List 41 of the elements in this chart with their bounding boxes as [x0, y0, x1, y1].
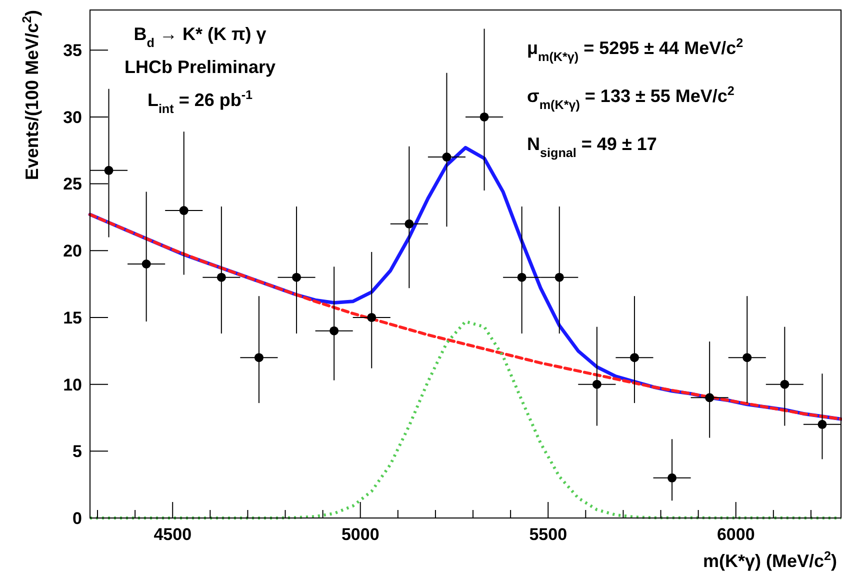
point [668, 473, 677, 482]
y-tick-label: 35 [63, 41, 82, 60]
point [179, 206, 188, 216]
line-series [88, 213, 842, 421]
annotation: σ$_{m(K*γ)}$ = 133 ± 55 MeV/c$^{2}$ [527, 84, 734, 112]
point [630, 353, 639, 362]
y-tick-label: 25 [63, 174, 82, 194]
point [330, 326, 339, 336]
point [442, 152, 452, 162]
y-tick-label: 30 [63, 108, 82, 127]
point [216, 272, 226, 282]
point [705, 393, 714, 402]
point [780, 380, 790, 389]
annotation: μ$_{m(K*γ)}$ = 5295 ± 44 MeV/c$^{2}$ [527, 36, 744, 64]
point [254, 353, 264, 362]
point [480, 112, 489, 122]
y-tick-label: 0 [72, 508, 82, 528]
point [818, 420, 827, 429]
point [292, 272, 302, 282]
x-tick-label: 5500 [529, 525, 568, 544]
line-series [88, 320, 842, 520]
point [142, 260, 151, 268]
point [554, 272, 564, 282]
x-tick-label: 5000 [341, 525, 380, 544]
point [517, 272, 526, 282]
x-tick-label: 4500 [154, 525, 192, 544]
point [742, 353, 752, 362]
point [104, 166, 114, 175]
y-tick-label: 10 [63, 375, 82, 394]
annotation: B$_{d}$ → K* (K π) γ [134, 24, 266, 50]
x-tick-label: 6000 [716, 525, 755, 544]
point [367, 312, 376, 322]
y-tick-label: 20 [63, 242, 82, 261]
point [404, 219, 414, 228]
y-tick-label: 5 [72, 442, 82, 462]
x-axis-title: m(K*γ) (MeV/c$^{2}$) [702, 549, 837, 571]
point [592, 380, 602, 389]
y-tick-label: 15 [63, 308, 82, 328]
annotation: L$_{int}$ = 26 pb$^{-1}$ [147, 88, 253, 116]
annotation: LHCb Preliminary [124, 57, 276, 77]
annotation: N$_{signal}$ = 49 ± 17 [527, 134, 657, 160]
